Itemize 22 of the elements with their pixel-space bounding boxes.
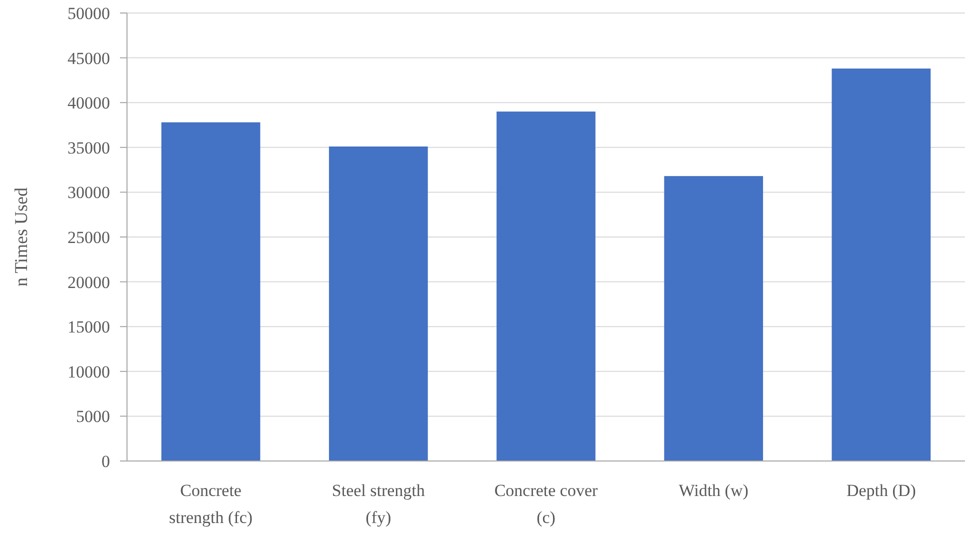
y-tick-label: 45000 [68, 48, 110, 68]
y-tick-label: 30000 [68, 183, 110, 202]
bar [664, 176, 764, 461]
x-tick-label: Steel strength (fy) [332, 481, 426, 527]
y-tick-label: 25000 [68, 228, 110, 247]
y-axis-title: n Times Used [11, 187, 31, 287]
y-tick-label: 20000 [68, 272, 110, 292]
y-tick-label: 40000 [68, 94, 110, 113]
y-tick-label: 15000 [68, 318, 110, 337]
y-tick-label: 5000 [76, 407, 110, 426]
bar [161, 122, 260, 461]
y-tick-label: 10000 [68, 362, 110, 382]
y-tick-label: 50000 [68, 4, 110, 23]
x-tick-label: Depth (D) [846, 481, 916, 500]
x-tick-label: Concrete strength (fc) [169, 481, 253, 527]
bar [496, 112, 596, 461]
bar [832, 68, 931, 461]
y-tick-label: 0 [102, 452, 110, 471]
bar [328, 146, 428, 461]
x-tick-label: Width (w) [678, 481, 748, 500]
y-tick-label: 35000 [68, 138, 110, 158]
x-tick-label: Concrete cover (c) [494, 481, 598, 527]
